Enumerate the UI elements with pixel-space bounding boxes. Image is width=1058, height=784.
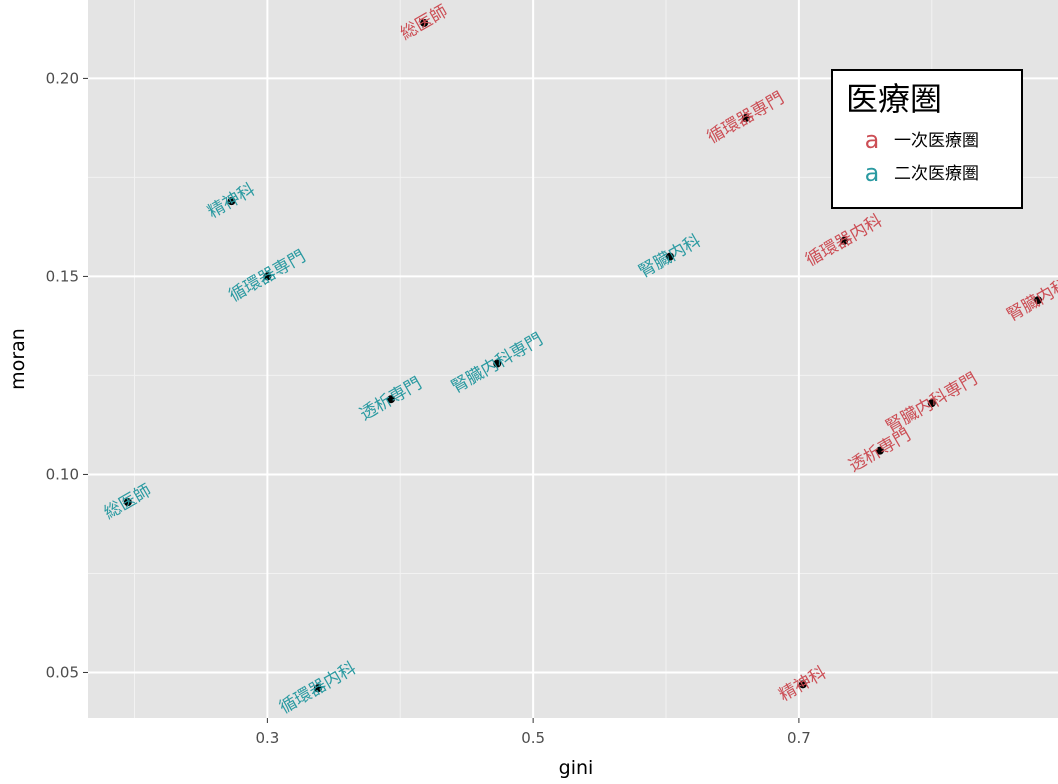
legend-title: 医療圏 [846,80,942,118]
data-points [123,18,1043,693]
x-tick-label: 0.7 [787,729,811,747]
data-point [798,680,807,689]
data-point [741,114,750,123]
data-point [227,197,236,206]
data-point [123,498,132,507]
y-tick-label: 0.10 [46,465,79,483]
x-axis: 0.3 0.5 0.7 [255,718,811,747]
data-point [1034,296,1043,305]
x-tick-label: 0.5 [521,729,545,747]
x-axis-title: gini [559,757,594,779]
data-point [493,359,502,368]
data-point [666,252,674,261]
grid-major [88,0,1058,718]
y-tick-label: 0.05 [46,663,79,681]
data-point [420,18,429,27]
data-point [386,395,395,404]
y-tick-label: 0.15 [46,267,79,285]
legend-key: a [865,159,880,187]
legend-label: 一次医療圏 [894,131,979,151]
legend-key: a [865,126,880,154]
data-point [840,236,849,245]
x-tick-label: 0.3 [255,729,279,747]
data-point [263,272,272,281]
data-point [875,446,884,455]
data-point [313,684,322,693]
data-point [927,399,936,408]
legend-box [831,69,1023,209]
legend-label: 二次医療圏 [894,164,979,184]
y-axis-title: moran [7,328,29,390]
legend: 医療圏 a 一次医療圏 a 二次医療圏 [831,69,1023,209]
y-axis: 0.05 0.10 0.15 0.20 [46,69,88,681]
y-tick-label: 0.20 [46,69,79,87]
